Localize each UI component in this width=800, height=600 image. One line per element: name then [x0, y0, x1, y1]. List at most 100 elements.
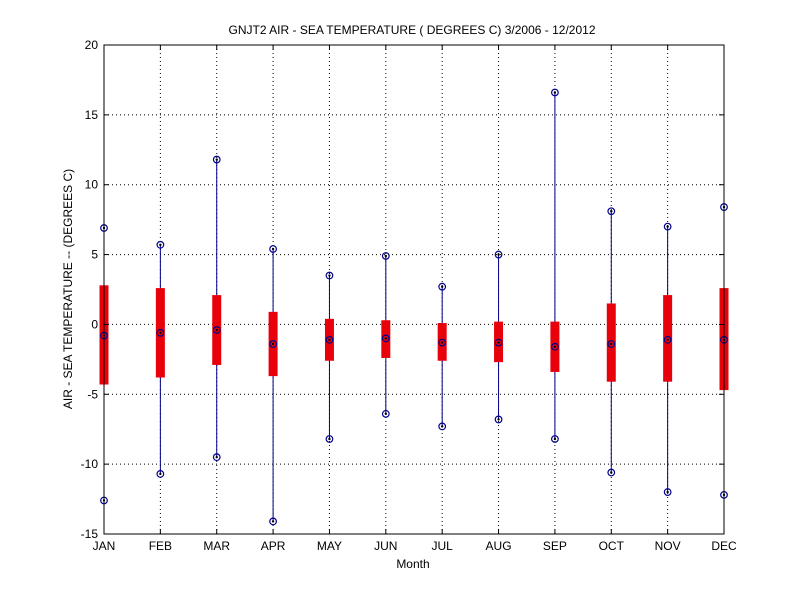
median-marker: [494, 338, 503, 347]
median-marker-ring: [381, 334, 390, 343]
ticks: -15 -10 -5 0 5 10 15 20 JAN FEB MAR APR MAY JUN JUL AUG…: [81, 38, 737, 553]
min-marker: [212, 453, 221, 462]
max-marker-dot: [610, 210, 613, 213]
min-marker-dot: [384, 412, 388, 416]
max-marker-ring: [607, 207, 616, 216]
min-marker: [551, 435, 559, 443]
min-marker: [156, 470, 165, 478]
median-marker-dot: [384, 337, 388, 340]
median-marker-dot: [271, 342, 275, 346]
max-marker-dot: [328, 274, 331, 277]
min-marker-dot: [271, 520, 275, 523]
x-tick-label: JAN: [93, 539, 116, 553]
min-marker-ring: [381, 409, 390, 418]
iqr-box: [663, 295, 673, 382]
max-marker: [551, 88, 559, 97]
max-marker-ring: [551, 88, 559, 97]
x-axis-label: Month: [396, 557, 429, 571]
max-marker: [494, 250, 503, 259]
median-marker-dot: [159, 331, 162, 335]
max-marker: [438, 282, 447, 291]
min-marker-ring: [438, 422, 447, 431]
box-mar: [212, 155, 222, 462]
min-marker-ring: [551, 435, 559, 443]
y-axis-label: AIR - SEA TEMPERATURE -- (DEGREES C): [61, 169, 75, 409]
median-marker-dot: [328, 338, 331, 341]
median-marker-ring: [607, 340, 616, 348]
y-tick-label: 20: [85, 38, 99, 52]
min-marker: [494, 415, 503, 424]
y-tick-label: 15: [85, 108, 99, 122]
x-tick-label: JUN: [374, 539, 397, 553]
x-tick-label: NOV: [655, 539, 681, 553]
min-marker: [663, 488, 672, 496]
max-marker-ring: [494, 250, 503, 259]
min-marker: [438, 422, 447, 431]
min-marker-dot: [497, 418, 500, 421]
box-oct: [606, 207, 616, 477]
max-marker-ring: [156, 240, 165, 249]
box-feb: [155, 240, 165, 478]
min-marker-ring: [156, 470, 165, 478]
box-nov: [663, 222, 673, 496]
box-sep: [550, 88, 560, 443]
median-marker: [607, 340, 616, 348]
min-marker-dot: [440, 425, 444, 428]
median-marker-dot: [610, 342, 613, 346]
median-marker: [269, 340, 277, 348]
x-tick-label: AUG: [486, 539, 512, 553]
median-marker-dot: [553, 345, 557, 348]
min-marker-ring: [212, 453, 221, 462]
chart-title: GNJT2 AIR - SEA TEMPERATURE ( DEGREES C)…: [228, 23, 595, 37]
min-marker-ring: [494, 415, 503, 424]
median-marker-dot: [497, 341, 500, 344]
max-marker: [269, 245, 277, 253]
min-marker: [381, 409, 390, 418]
max-marker: [156, 240, 165, 249]
max-marker-ring: [438, 282, 447, 291]
median-marker: [381, 334, 390, 343]
max-marker-ring: [212, 155, 221, 164]
y-tick-label: -10: [81, 457, 99, 471]
min-marker-ring: [325, 435, 334, 443]
min-marker-dot: [610, 471, 613, 474]
box-jul: [437, 282, 447, 431]
max-marker: [381, 252, 390, 260]
min-marker-dot: [666, 490, 669, 494]
median-marker: [325, 335, 334, 344]
max-marker-dot: [553, 91, 557, 94]
max-marker-dot: [271, 247, 275, 251]
min-marker-ring: [607, 468, 616, 477]
min-marker-dot: [553, 437, 557, 441]
y-tick-label: 10: [85, 178, 99, 192]
max-marker: [607, 207, 616, 216]
median-marker-dot: [215, 328, 218, 332]
median-marker: [156, 328, 165, 337]
median-marker-ring: [663, 335, 672, 344]
box-aug: [494, 250, 504, 424]
median-marker-ring: [438, 338, 447, 347]
median-marker: [438, 338, 447, 347]
min-marker-ring: [663, 488, 672, 496]
x-tick-label: FEB: [149, 539, 172, 553]
box-may: [324, 271, 334, 443]
y-tick-label: 5: [91, 248, 98, 262]
box-apr: [268, 245, 278, 526]
x-tick-label: MAY: [317, 539, 342, 553]
median-marker-ring: [212, 326, 221, 334]
median-marker-ring: [269, 340, 277, 348]
x-tick-label: MAR: [203, 539, 230, 553]
y-tick-label: 0: [91, 317, 98, 331]
median-marker: [551, 342, 559, 351]
max-marker-dot: [215, 158, 218, 161]
max-marker-dot: [384, 254, 388, 258]
median-marker-dot: [440, 341, 444, 344]
min-marker-dot: [215, 455, 218, 459]
iqr-box: [606, 303, 616, 382]
x-tick-label: APR: [261, 539, 286, 553]
max-marker: [212, 155, 221, 164]
y-tick-label: -5: [87, 387, 98, 401]
max-marker-dot: [666, 225, 669, 228]
plot-frame: [103, 44, 725, 535]
